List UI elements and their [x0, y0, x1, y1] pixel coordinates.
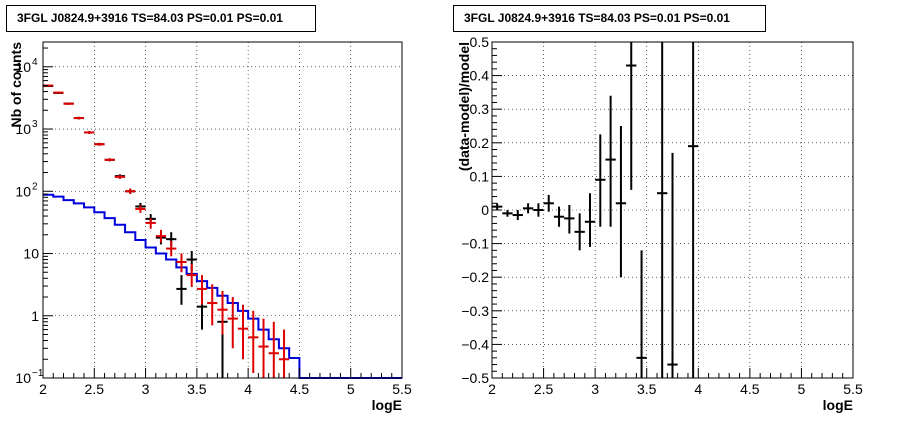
right-chart-title: 3FGL J0824.9+3916 TS=84.03 PS=0.01 PS=0.…	[453, 5, 766, 32]
x-tick-label: 4.5	[290, 381, 310, 397]
y-tick-label: 10	[15, 370, 31, 386]
residual-plot: 2 2.5 3 3.5 4 4.5 5 5.5 −0.5 −0.4 −0.3 −0.2 −0.1 0 0.1…	[456, 34, 863, 413]
y-tick-label: −0.4	[461, 336, 489, 352]
y-tick-label: 1	[31, 308, 39, 324]
y-tick-label: 0.5	[470, 34, 490, 50]
left-chart-title: 3FGL J0824.9+3916 TS=84.03 PS=0.01 PS=0.…	[6, 5, 316, 32]
residual-y-axis-label: (data-model)/model	[456, 42, 472, 171]
y-tick-label: −0.1	[461, 236, 489, 252]
x-tick-label: 2	[488, 381, 496, 397]
y-tick-exponent: 3	[32, 119, 38, 130]
x-tick-label: 3	[142, 381, 150, 397]
counts-x-axis-label: logE	[372, 397, 402, 413]
x-tick-label: 3	[591, 381, 599, 397]
y-tick-exponent: 2	[32, 181, 38, 192]
y-tick-label: −0.2	[461, 269, 489, 285]
y-tick-label: 0.1	[470, 168, 490, 184]
x-tick-label: 4	[694, 381, 702, 397]
x-tick-label: 5.5	[843, 381, 863, 397]
x-tick-label: 4	[244, 381, 252, 397]
residual-x-axis-label: logE	[823, 397, 853, 413]
y-tick-label: 10	[15, 59, 31, 75]
y-tick-exponent: 4	[32, 57, 38, 68]
residual-ticks: 2 2.5 3 3.5 4 4.5 5 5.5 −0.5 −0.4 −0.3 −0.2 −0.1 0 0.1…	[461, 34, 863, 397]
y-tick-label: 10	[23, 246, 39, 262]
x-tick-label: 2	[39, 381, 47, 397]
x-tick-label: 5	[798, 381, 806, 397]
y-tick-label: −0.5	[461, 370, 489, 386]
residual-series	[492, 42, 699, 378]
x-tick-label: 5.5	[392, 381, 412, 397]
x-tick-label: 4.5	[740, 381, 760, 397]
counts-series	[43, 84, 402, 379]
x-tick-label: 5	[347, 381, 355, 397]
y-tick-label: 0.4	[470, 68, 490, 84]
x-tick-label: 2.5	[534, 381, 554, 397]
x-tick-label: 3.5	[637, 381, 657, 397]
y-tick-label: 10	[15, 183, 31, 199]
y-tick-label: 0.2	[470, 135, 490, 151]
y-tick-label: 0.3	[470, 101, 490, 117]
y-tick-exponent: −1	[32, 368, 44, 379]
y-tick-label: 0	[481, 202, 489, 218]
x-tick-label: 3.5	[187, 381, 207, 397]
x-tick-label: 2.5	[85, 381, 105, 397]
counts-y-axis-label: Nb of counts	[8, 42, 24, 128]
y-tick-label: 10	[15, 121, 31, 137]
y-tick-label: −0.3	[461, 303, 489, 319]
